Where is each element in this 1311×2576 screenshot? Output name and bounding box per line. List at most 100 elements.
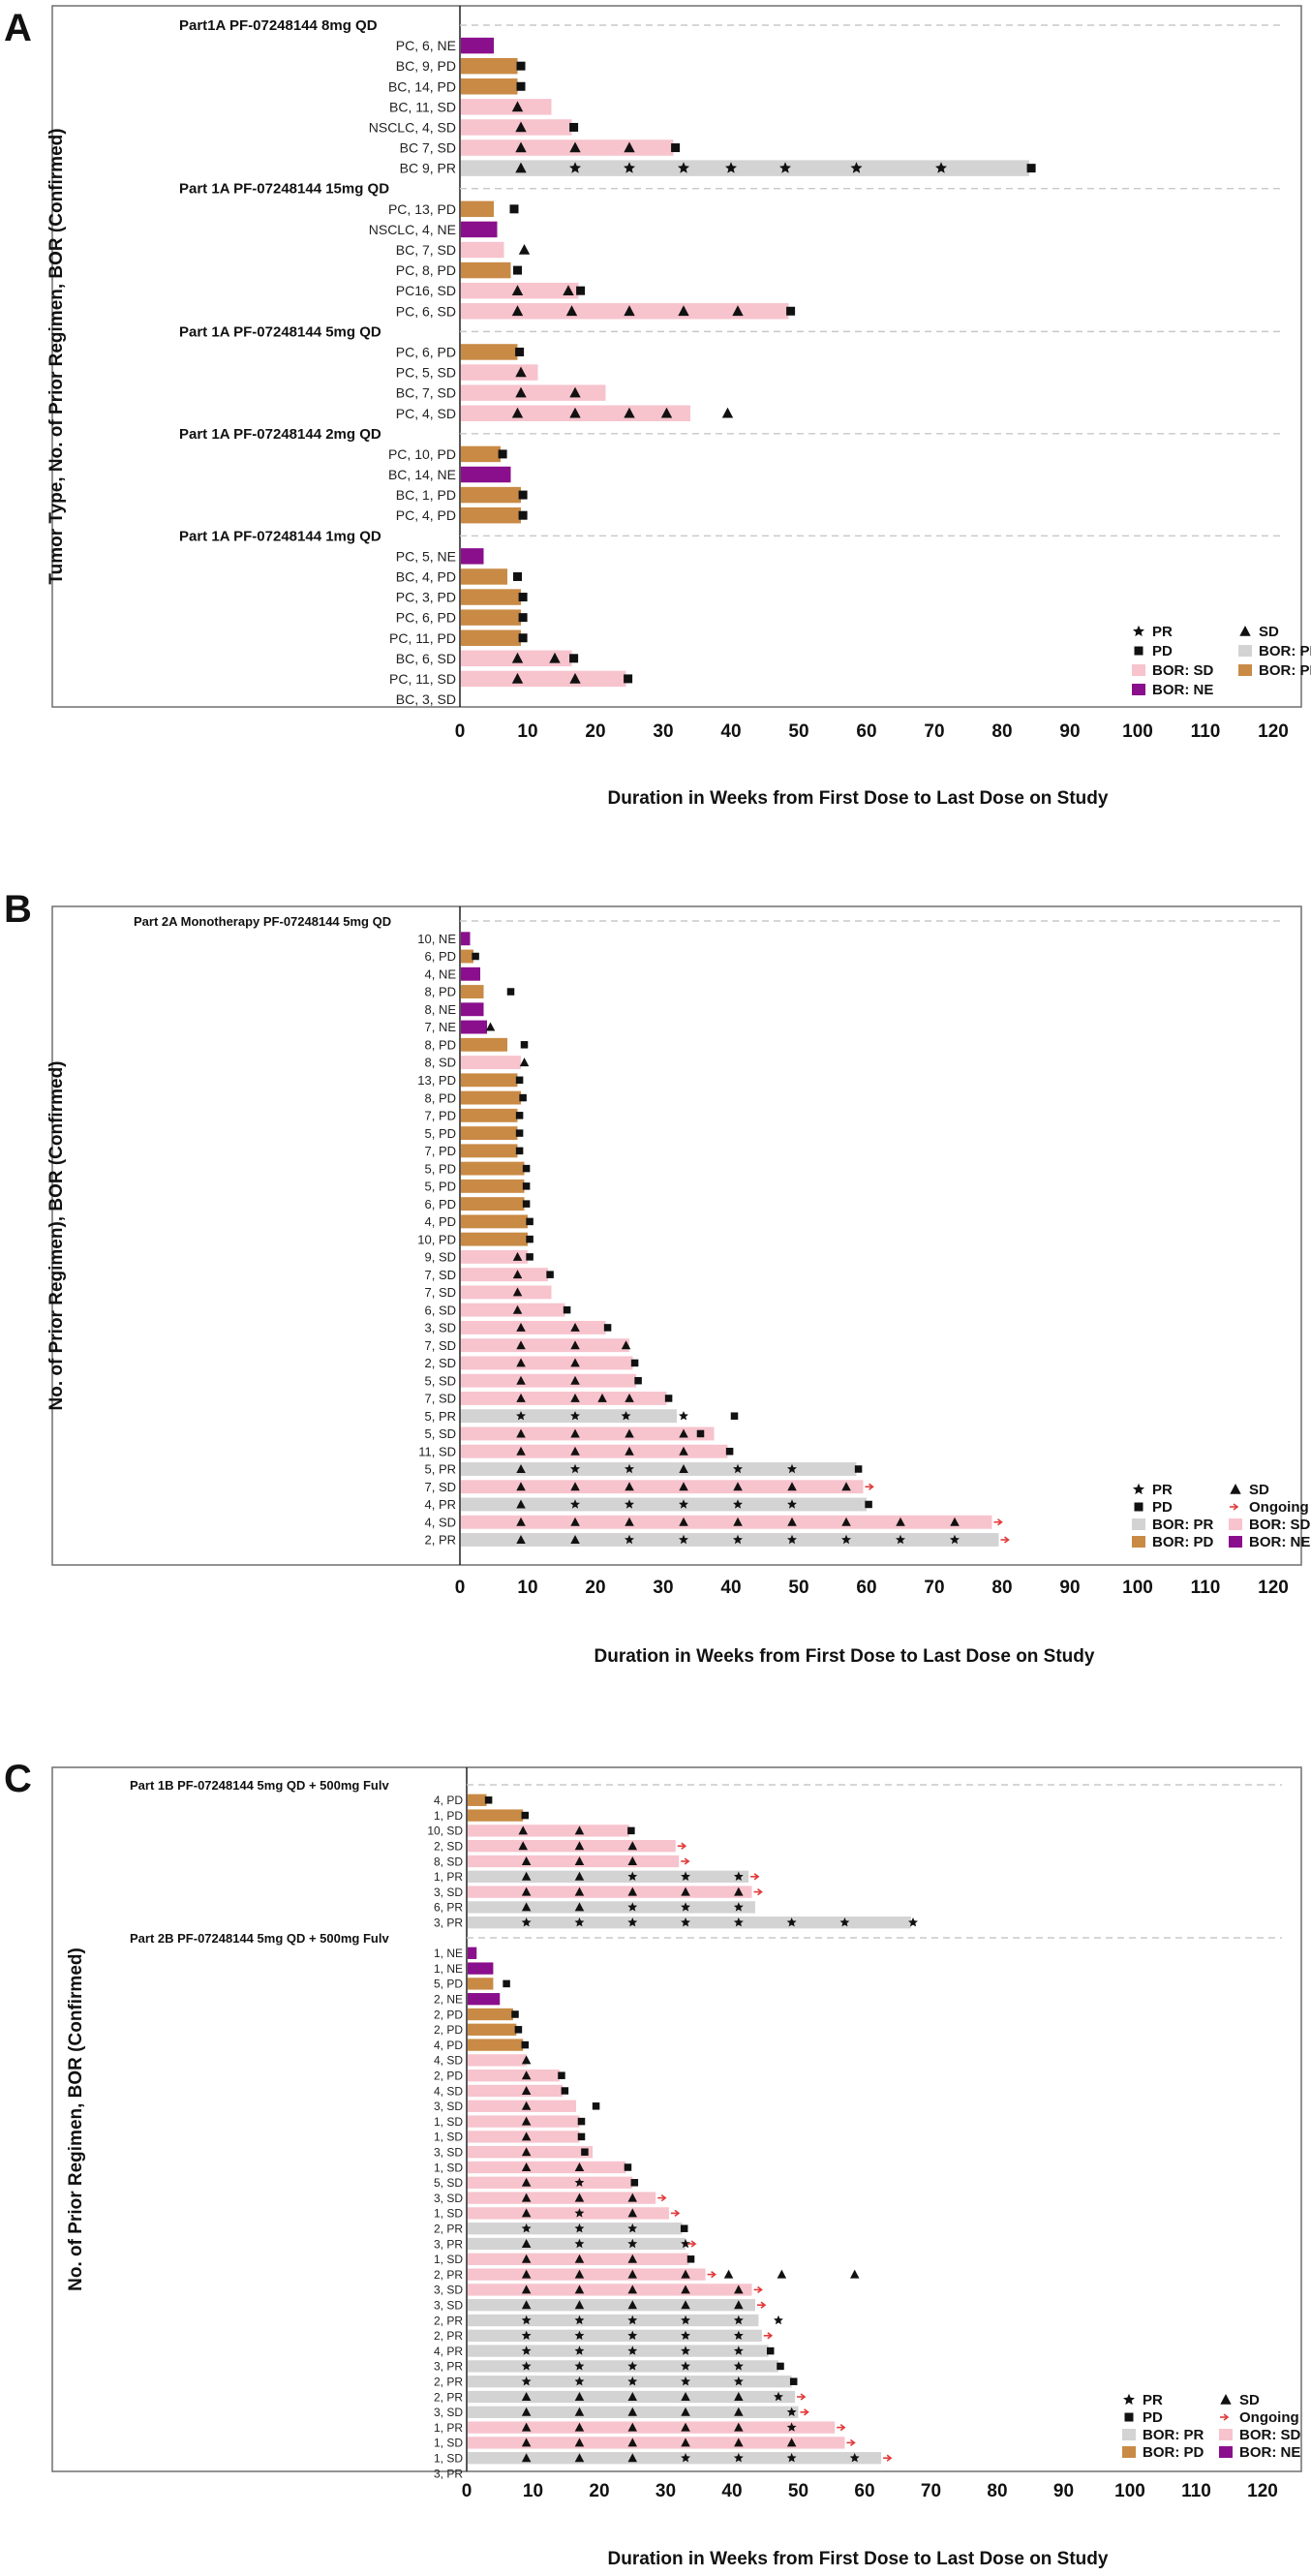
row-marker-pd-square — [624, 2163, 632, 2171]
row-marker-pr-star — [570, 1499, 580, 1509]
row-marker-pr-star — [627, 2346, 638, 2355]
row-label: BC 9, PR — [400, 161, 456, 176]
row-marker-sd-triangle — [624, 305, 635, 317]
bar-pd — [461, 1179, 525, 1193]
row-marker-sd-triangle — [570, 1428, 580, 1438]
row-label: 2, PR — [434, 2329, 463, 2343]
row-label: PC, 6, NE — [396, 38, 456, 53]
row-marker-pr-star — [733, 2346, 744, 2355]
row-marker-sd-triangle — [521, 2392, 532, 2401]
bar-ne — [461, 466, 511, 483]
row-label: 2, PR — [434, 2223, 463, 2236]
row-marker-sd-triangle — [625, 1393, 634, 1402]
row-marker-sd-triangle — [734, 2438, 744, 2447]
legend-symbol-pd-square — [1124, 2412, 1134, 2422]
x-tick-label: 0 — [462, 2481, 473, 2501]
row-marker-sd-triangle — [570, 1517, 580, 1526]
row-marker-sd-triangle — [681, 2269, 690, 2279]
row-marker-pr-star — [627, 2376, 638, 2386]
row-marker-sd-triangle — [733, 1482, 743, 1491]
row-marker-pd-square — [506, 988, 515, 996]
group-header: Part 1B PF-07248144 5mg QD + 500mg Fulv — [130, 1778, 389, 1793]
bar-sd — [461, 119, 572, 136]
row-marker-pr-star — [679, 1534, 688, 1545]
row-label: PC, 11, PD — [389, 630, 456, 646]
row-marker-sd-triangle — [512, 1304, 523, 1314]
row-marker-pd-square — [569, 654, 579, 663]
bar-sd — [461, 1392, 667, 1405]
row-marker-sd-triangle — [625, 1446, 634, 1456]
x-tick-label: 60 — [856, 721, 876, 742]
row-marker-sd-triangle — [521, 2177, 532, 2187]
row-label: 2, SD — [434, 1840, 463, 1854]
bar-pd — [461, 344, 518, 360]
legend-swatch-ne — [1132, 684, 1145, 695]
row-marker-pr-star — [681, 2238, 690, 2249]
legend-swatch-pr — [1122, 2429, 1136, 2440]
row-marker-sd-triangle — [627, 2269, 637, 2279]
row-marker-sd-triangle — [574, 2300, 585, 2310]
row-marker-pd-square — [519, 1093, 527, 1102]
row-marker-sd-triangle — [777, 2269, 787, 2279]
chart-panel-c: 0 10 20 30 40 50 60 70 80 90 100 110 120 Duration in … — [51, 1766, 1302, 2569]
row-label: 10, NE — [417, 932, 456, 946]
row-label: PC, 6, PD — [396, 344, 456, 359]
legend-label: BOR: PR — [1152, 1517, 1214, 1533]
group-header: Part1A PF-07248144 8mg QD — [179, 17, 378, 34]
row-marker-pr-star — [896, 1534, 905, 1545]
legend-label: BOR: SD — [1152, 662, 1214, 679]
row-label: 7, PD — [424, 1109, 456, 1123]
row-label: 6, PD — [424, 1197, 456, 1211]
row-marker-pd-square — [671, 143, 681, 153]
legend-symbol-pr-star — [1133, 1483, 1144, 1495]
legend-label: BOR: PD — [1259, 662, 1311, 679]
row-label: PC, 8, PD — [396, 262, 456, 278]
row-marker-sd-triangle — [734, 2407, 744, 2416]
row-marker-pr-star — [521, 2315, 532, 2325]
row-label: 3, PR — [434, 2360, 463, 2374]
bar-pd — [461, 1037, 507, 1052]
plot-frame — [51, 1766, 1302, 2472]
row-marker-sd-triangle — [511, 285, 524, 295]
row-marker-sd-triangle — [681, 2392, 690, 2401]
bar-pd — [468, 1794, 487, 1806]
row-marker-pr-star — [624, 162, 635, 173]
row-marker-pd-square — [518, 613, 528, 623]
row-marker-sd-triangle — [681, 2300, 690, 2310]
row-marker-sd-triangle — [521, 2239, 532, 2248]
row-marker-pr-star — [733, 2330, 744, 2340]
row-marker-pr-star — [625, 1534, 634, 1545]
legend-label: PR — [1143, 2392, 1163, 2408]
row-label: 4, PD — [434, 1794, 463, 1807]
row-marker-sd-triangle — [786, 2438, 797, 2447]
row-label: BC, 7, SD — [396, 385, 456, 401]
row-marker-pd-square — [518, 490, 528, 500]
x-axis-label: Duration in Weeks from First Dose to Las… — [608, 788, 1109, 809]
bar-pd — [461, 589, 521, 605]
bar-pd — [461, 1161, 525, 1176]
row-marker-pd-square — [865, 1500, 872, 1509]
row-marker-pd-square — [630, 1359, 639, 1367]
bar-sd — [468, 2054, 527, 2067]
row-label: 3, SD — [434, 2146, 463, 2160]
row-label: 5, PR — [424, 1462, 456, 1477]
row-marker-pd-square — [503, 1979, 510, 1988]
row-marker-pr-star — [779, 162, 791, 173]
row-marker-pr-star — [570, 1463, 580, 1474]
row-marker-sd-triangle — [681, 2407, 690, 2416]
row-marker-pd-square — [766, 2346, 775, 2355]
x-tick-label: 10 — [517, 1578, 537, 1598]
row-marker-pr-star — [574, 2346, 585, 2355]
row-marker-pd-square — [789, 2377, 798, 2385]
legend-label: SD — [1239, 2392, 1260, 2408]
bar-pd — [461, 1090, 521, 1105]
row-label: 3, SD — [434, 2192, 463, 2205]
row-label: 2, PR — [434, 2314, 463, 2327]
row-ongoing-arrow-head — [997, 1518, 1003, 1526]
row-marker-sd-triangle — [516, 1340, 526, 1350]
row-label: 10, PD — [417, 1232, 456, 1246]
panel-letter-b: B — [4, 888, 32, 931]
legend-swatch-sd — [1229, 1518, 1242, 1530]
row-marker-pr-star — [621, 1411, 631, 1421]
row-marker-sd-triangle — [787, 1517, 797, 1526]
